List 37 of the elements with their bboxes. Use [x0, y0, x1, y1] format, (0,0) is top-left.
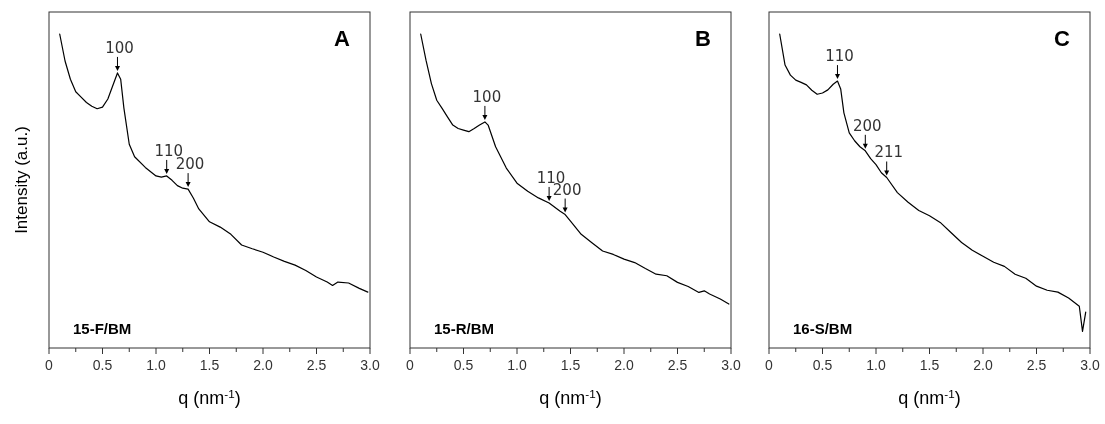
x-tick-label: 2.5 — [667, 357, 688, 373]
x-axis-title: q (nm$^{-1}$) — [178, 386, 241, 408]
annotation: C — [1054, 26, 1071, 51]
annotation: 200 — [852, 116, 882, 135]
annotation: 100 — [105, 38, 134, 57]
x-tick-label: 2.0 — [614, 357, 634, 373]
x-tick-label: 3.0 — [721, 357, 741, 373]
x-tick-label: 3.0 — [360, 357, 380, 373]
annotation: 110 — [825, 47, 854, 66]
y-axis-title: Intensity (a.u.) — [12, 126, 31, 234]
x-tick-label: 1.5 — [919, 357, 940, 373]
x-tick-label: 0.5 — [812, 357, 833, 373]
x-tick-label: 2.5 — [306, 357, 327, 373]
x-tick-label: 1.0 — [507, 357, 527, 373]
x-tick-label: 2.0 — [973, 357, 993, 373]
x-axis-title: q (nm$^{-1}$) — [539, 386, 602, 408]
annotation: A — [334, 26, 351, 51]
x-tick-label: 0.5 — [92, 357, 113, 373]
annotation: 211 — [874, 143, 904, 162]
x-tick-label: 1.5 — [560, 357, 581, 373]
annotation: 16-S/BM — [793, 320, 853, 337]
x-tick-label: 1.0 — [866, 357, 886, 373]
x-tick-label: 2.0 — [253, 357, 273, 373]
annotation: 15-R/BM — [434, 320, 495, 337]
annotation: 100 — [472, 87, 502, 106]
x-tick-label: 3.0 — [1080, 357, 1100, 373]
annotation: 200 — [175, 155, 205, 174]
x-tick-label: 1.5 — [199, 357, 220, 373]
x-tick-label: 1.0 — [146, 357, 166, 373]
x-tick-label: 0 — [406, 357, 415, 373]
x-tick-label: 2.5 — [1026, 357, 1047, 373]
x-tick-label: 0 — [45, 357, 54, 373]
x-tick-label: 0.5 — [453, 357, 474, 373]
annotation: 15-F/BM — [73, 320, 132, 337]
annotation: B — [695, 26, 711, 51]
x-axis-title: q (nm$^{-1}$) — [898, 386, 961, 408]
x-tick-label: 0 — [765, 357, 774, 373]
